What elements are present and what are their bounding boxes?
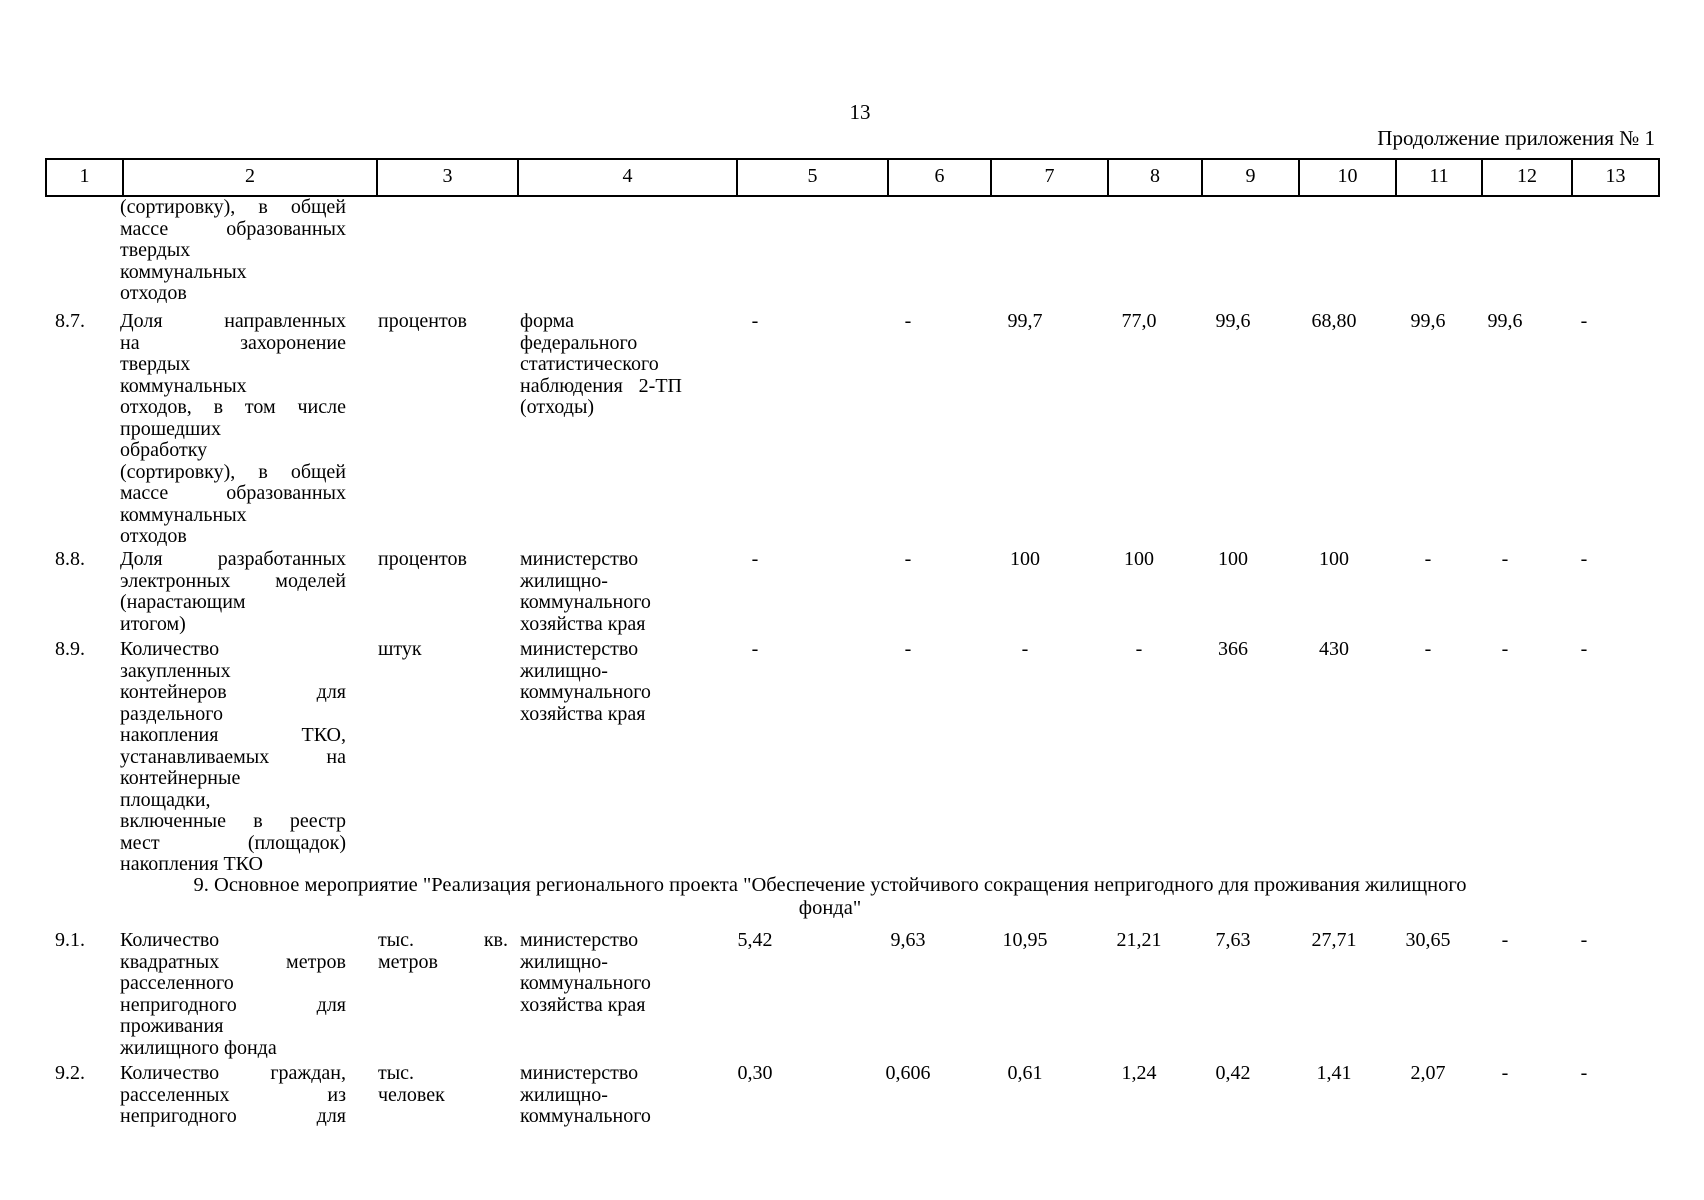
unit-cell: процентов bbox=[378, 548, 467, 570]
source-cell: министерство жилищно-коммунального bbox=[520, 1062, 651, 1127]
unit-cell: штук bbox=[378, 638, 422, 660]
value-cell-col9: 99,6 bbox=[1215, 310, 1251, 332]
value-cell-col6: 0,606 bbox=[885, 1062, 931, 1084]
value-cell-col7: 99,7 bbox=[1007, 310, 1043, 332]
value-cell-col12: - bbox=[1501, 638, 1509, 660]
value-cell-col10: 27,71 bbox=[1311, 929, 1357, 951]
value-cell-col11: 30,65 bbox=[1405, 929, 1451, 951]
appendix-continuation-label: Продолжение приложения № 1 bbox=[1377, 126, 1655, 150]
value-cell-col6: - bbox=[904, 310, 912, 332]
value-cell-col11: 99,6 bbox=[1410, 310, 1446, 332]
column-header-1: 1 bbox=[79, 165, 90, 187]
value-cell-col10: 68,80 bbox=[1311, 310, 1357, 332]
row-number: 9.2. bbox=[55, 1062, 85, 1084]
column-header-11: 11 bbox=[1395, 160, 1481, 195]
value-cell-col7: 100 bbox=[1010, 548, 1040, 570]
indicator-cell: Количество квадратных метров расселенного н… bbox=[120, 929, 346, 1059]
value-cell-col8: - bbox=[1135, 638, 1143, 660]
value-cell-col13: - bbox=[1580, 638, 1588, 660]
section-9-header: 9. Основное мероприятие "Реализация реги… bbox=[95, 874, 1565, 919]
source-cell: министерство жилищно-коммунального хозяйст… bbox=[520, 929, 651, 1016]
value-cell-col7: 0,61 bbox=[1007, 1062, 1043, 1084]
source-cell: форма федерального статистического наблюден… bbox=[520, 310, 682, 418]
value-cell-col8: 100 bbox=[1124, 548, 1154, 570]
value-cell-col13: - bbox=[1580, 1062, 1588, 1084]
value-cell-col6: - bbox=[904, 638, 912, 660]
value-cell-col7: - bbox=[1021, 638, 1029, 660]
row-number: 9.1. bbox=[55, 929, 85, 951]
row-number: 8.7. bbox=[55, 310, 85, 332]
row-number: 8.8. bbox=[55, 548, 85, 570]
section-9-header-line2: фонда" bbox=[798, 896, 862, 919]
value-cell-col12: 99,6 bbox=[1487, 310, 1523, 332]
row-number: 8.9. bbox=[55, 638, 85, 660]
unit-cell: тыс. человек bbox=[378, 1062, 445, 1106]
indicator-cell: Количество граждан, расселенных из неприго… bbox=[120, 1062, 346, 1127]
value-cell-col5: - bbox=[751, 310, 759, 332]
value-cell-col10: 430 bbox=[1319, 638, 1349, 660]
value-cell-col12: - bbox=[1501, 548, 1509, 570]
unit-cell: тыс. кв. метров bbox=[378, 929, 508, 973]
value-cell-col8: 1,24 bbox=[1121, 1062, 1157, 1084]
value-cell-col5: - bbox=[751, 638, 759, 660]
column-header-12: 12 bbox=[1481, 160, 1571, 195]
value-cell-col13: - bbox=[1580, 310, 1588, 332]
indicator-cell: Доля разработанных электронных моделей (на… bbox=[120, 548, 346, 635]
value-cell-col5: - bbox=[751, 548, 759, 570]
value-cell-col5: 0,30 bbox=[737, 1062, 773, 1084]
value-cell-col9: 366 bbox=[1218, 638, 1248, 660]
value-cell-col11: 2,07 bbox=[1410, 1062, 1446, 1084]
column-header-8: 8 bbox=[1107, 160, 1201, 195]
column-header-10: 10 bbox=[1298, 160, 1395, 195]
column-header-7: 7 bbox=[990, 160, 1107, 195]
column-header-5: 5 bbox=[736, 160, 887, 195]
value-cell-col6: - bbox=[904, 548, 912, 570]
value-cell-col9: 100 bbox=[1218, 548, 1248, 570]
value-cell-col13: - bbox=[1580, 929, 1588, 951]
value-cell-col11: - bbox=[1424, 548, 1432, 570]
source-cell: министерство жилищно-коммунального хозяйст… bbox=[520, 548, 651, 635]
column-header-2: 2 bbox=[122, 160, 376, 195]
column-header-4: 4 bbox=[517, 160, 736, 195]
column-header-6: 6 bbox=[887, 160, 990, 195]
value-cell-col7: 10,95 bbox=[1002, 929, 1048, 951]
section-9-header-line1: 9. Основное мероприятие "Реализация реги… bbox=[193, 874, 1467, 896]
column-header-9: 9 bbox=[1201, 160, 1298, 195]
value-cell-col9: 7,63 bbox=[1215, 929, 1251, 951]
value-cell-col13: - bbox=[1580, 548, 1588, 570]
page-number: 13 bbox=[849, 100, 871, 124]
value-cell-col6: 9,63 bbox=[890, 929, 926, 951]
value-cell-col10: 1,41 bbox=[1316, 1062, 1352, 1084]
value-cell-col8: 21,21 bbox=[1116, 929, 1162, 951]
indicator-cell: Доля направленных на захоронение твердых ко… bbox=[120, 310, 346, 547]
value-cell-col12: - bbox=[1501, 1062, 1509, 1084]
source-cell: министерство жилищно-коммунального хозяйст… bbox=[520, 638, 651, 725]
unit-cell: процентов bbox=[378, 310, 467, 332]
column-header-3: 3 bbox=[376, 160, 517, 195]
column-number-header-row: 1 2 3 4 5 6 7 8 9 10 11 12 13 bbox=[45, 158, 1660, 197]
value-cell-col10: 100 bbox=[1319, 548, 1349, 570]
value-cell-col8: 77,0 bbox=[1121, 310, 1157, 332]
value-cell-col11: - bbox=[1424, 638, 1432, 660]
indicator-cell: Количество закупленных контейнеров для разд… bbox=[120, 638, 346, 875]
value-cell-col12: - bbox=[1501, 929, 1509, 951]
value-cell-col9: 0,42 bbox=[1215, 1062, 1251, 1084]
indicator-cell: (сортировку), в общей массе образованных т… bbox=[120, 196, 346, 304]
column-header-13: 13 bbox=[1571, 160, 1658, 195]
value-cell-col5: 5,42 bbox=[737, 929, 773, 951]
